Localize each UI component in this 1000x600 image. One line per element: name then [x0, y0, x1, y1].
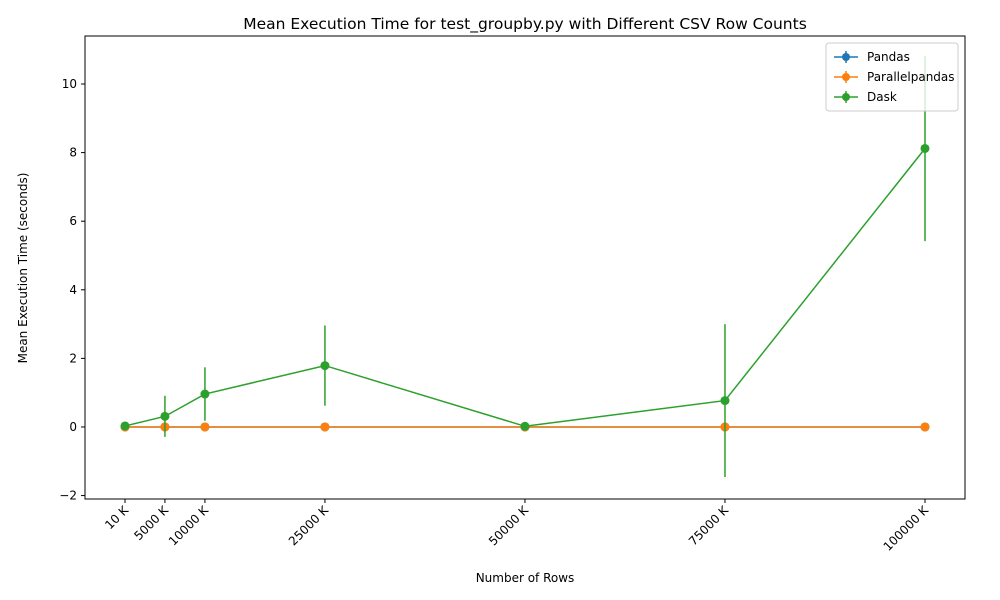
dask-point: [160, 411, 170, 421]
y-tick-label: 8: [69, 146, 77, 160]
parallelpandas-point: [320, 422, 330, 432]
y-tick-label: −2: [59, 489, 77, 503]
parallelpandas-point: [920, 422, 930, 432]
parallelpandas-legend-label: Parallelpandas: [867, 70, 955, 84]
dask-point: [520, 421, 530, 431]
parallelpandas-point: [200, 422, 210, 432]
plot-frame: [84, 35, 966, 500]
legend-box: [825, 42, 959, 112]
dask-point: [720, 396, 730, 406]
y-tick-label: 10: [62, 77, 77, 91]
legend: Pandas Parallelpandas Dask: [825, 42, 959, 112]
y-axis: −2 0 2 4 6 8 10: [59, 77, 85, 503]
dask-point: [920, 143, 930, 153]
pandas-legend-label: Pandas: [867, 50, 910, 64]
pandas-legend-marker: [842, 53, 850, 61]
dask-point: [200, 389, 210, 399]
dask-point: [120, 421, 130, 431]
y-axis-label: Mean Execution Time (seconds): [16, 173, 30, 364]
dask-legend-marker: [842, 93, 850, 101]
plot-series: [120, 55, 930, 478]
y-tick-label: 6: [69, 214, 77, 228]
y-tick-label: 4: [69, 283, 77, 297]
chart-title: Mean Execution Time for test_groupby.py …: [243, 15, 807, 34]
y-tick-label: 0: [69, 420, 77, 434]
parallelpandas-legend-marker: [842, 73, 850, 81]
y-tick-label: 2: [69, 351, 77, 365]
dask-point: [320, 361, 330, 371]
x-axis-label: Number of Rows: [476, 571, 575, 585]
dask-legend-label: Dask: [867, 90, 897, 104]
